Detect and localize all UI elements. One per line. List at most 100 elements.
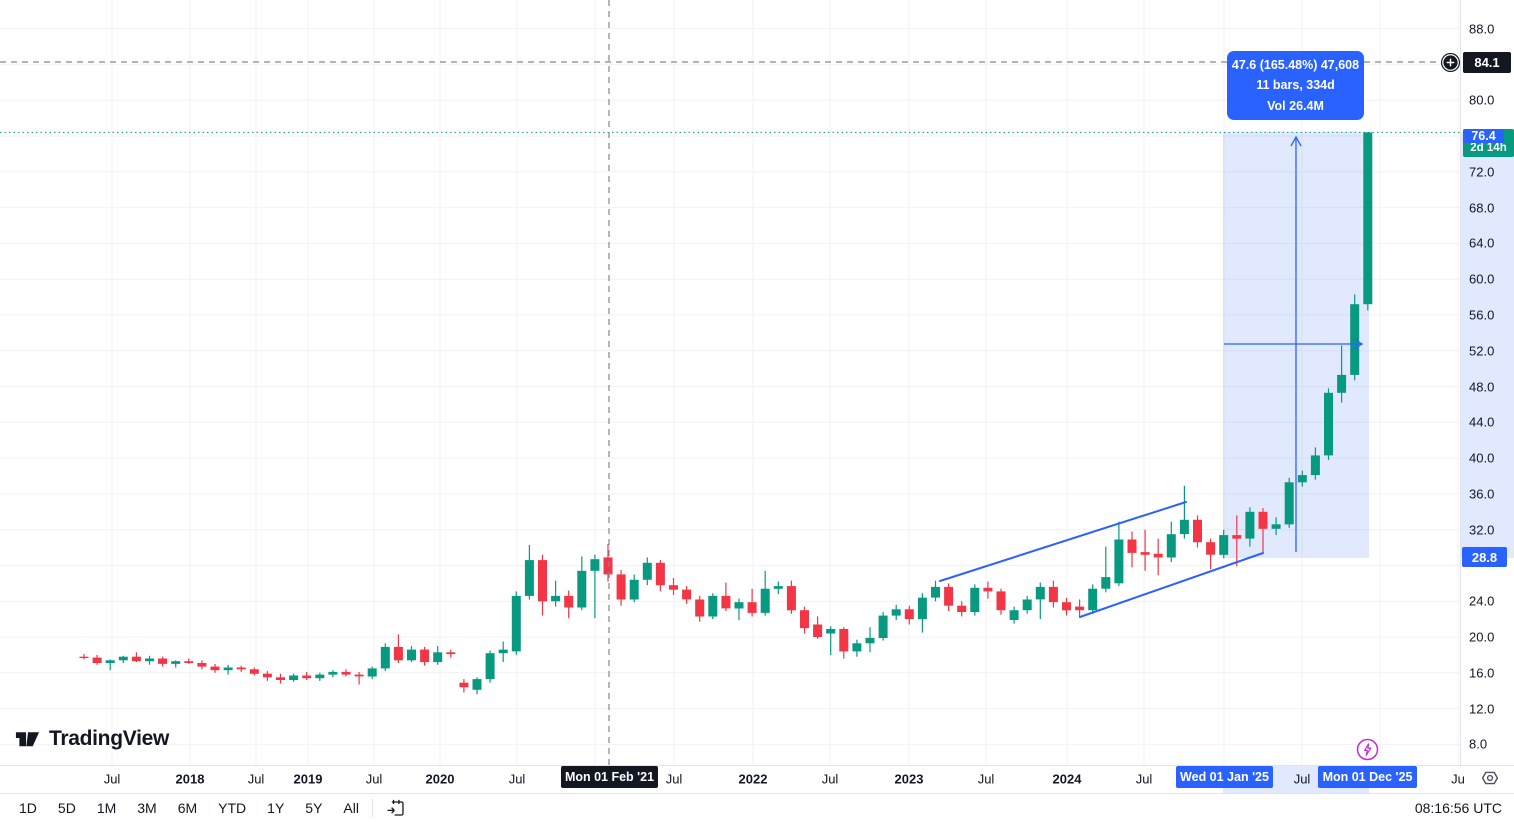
candle-body[interactable] bbox=[380, 646, 390, 669]
candle-body[interactable] bbox=[1232, 535, 1242, 539]
go-to-date-button[interactable] bbox=[385, 797, 407, 819]
candle-body[interactable] bbox=[210, 666, 220, 671]
candle-body[interactable] bbox=[407, 649, 416, 661]
price-axis[interactable] bbox=[1460, 0, 1514, 765]
candle-body[interactable] bbox=[577, 570, 587, 608]
candle-body[interactable] bbox=[118, 656, 128, 661]
trendline-channel-upper[interactable] bbox=[939, 501, 1187, 582]
candle-body[interactable] bbox=[538, 560, 547, 602]
candle-body[interactable] bbox=[249, 669, 259, 674]
candle-body[interactable] bbox=[1088, 588, 1098, 611]
candle-body[interactable] bbox=[839, 629, 849, 652]
candle-body[interactable] bbox=[459, 682, 469, 688]
candle-body[interactable] bbox=[734, 602, 744, 609]
candle-body[interactable] bbox=[996, 591, 1006, 611]
candle-body[interactable] bbox=[813, 624, 823, 638]
candle-body[interactable] bbox=[105, 660, 115, 663]
candle-body[interactable] bbox=[655, 562, 665, 586]
candle-body[interactable] bbox=[1219, 535, 1229, 555]
candle-body[interactable] bbox=[878, 615, 888, 638]
clock-utc[interactable]: 08:16:56 UTC bbox=[1414, 800, 1502, 816]
candle-body[interactable] bbox=[498, 649, 508, 654]
candle-body[interactable] bbox=[904, 609, 914, 620]
candle-body[interactable] bbox=[1114, 539, 1124, 584]
candle-body[interactable] bbox=[485, 653, 495, 680]
candle-body[interactable] bbox=[1153, 553, 1163, 558]
candle-body[interactable] bbox=[1284, 482, 1294, 525]
candle-body[interactable] bbox=[642, 562, 652, 580]
candle-body[interactable] bbox=[145, 658, 154, 662]
candle-body[interactable] bbox=[865, 637, 875, 644]
candle-body[interactable] bbox=[420, 649, 430, 663]
candle-body[interactable] bbox=[983, 587, 993, 592]
candle-body[interactable] bbox=[1127, 539, 1137, 553]
candle-body[interactable] bbox=[1140, 552, 1150, 555]
time-axis-settings-button[interactable] bbox=[1479, 767, 1501, 789]
candle-body[interactable] bbox=[433, 652, 443, 663]
candle-body[interactable] bbox=[1206, 542, 1216, 555]
candle-body[interactable] bbox=[616, 574, 626, 600]
candle-body[interactable] bbox=[1166, 534, 1176, 558]
candle-body[interactable] bbox=[92, 657, 102, 663]
range-button-6m[interactable]: 6M bbox=[171, 798, 204, 818]
candle-body[interactable] bbox=[79, 656, 89, 658]
candle-body[interactable] bbox=[1310, 455, 1320, 476]
candle-body[interactable] bbox=[682, 589, 692, 600]
candle-body[interactable] bbox=[131, 656, 141, 662]
candle-body[interactable] bbox=[446, 652, 456, 655]
flash-actions-button[interactable] bbox=[1356, 738, 1379, 761]
candle-body[interactable] bbox=[236, 667, 246, 670]
candle-body[interactable] bbox=[800, 610, 809, 629]
candle-body[interactable] bbox=[773, 586, 783, 589]
range-button-1d[interactable]: 1D bbox=[12, 798, 44, 818]
candle-body[interactable] bbox=[289, 675, 299, 681]
range-button-5y[interactable]: 5Y bbox=[298, 798, 329, 818]
candle-body[interactable] bbox=[917, 597, 927, 620]
candle-body[interactable] bbox=[1245, 511, 1255, 539]
candle-body[interactable] bbox=[747, 602, 757, 613]
candle-body[interactable] bbox=[1179, 519, 1189, 535]
candle-body[interactable] bbox=[393, 646, 403, 661]
candle-body[interactable] bbox=[695, 599, 705, 617]
candle-body[interactable] bbox=[760, 588, 770, 613]
candle-body[interactable] bbox=[262, 673, 272, 678]
candle-body[interactable] bbox=[223, 667, 233, 671]
candle-body[interactable] bbox=[603, 557, 613, 575]
candle-body[interactable] bbox=[472, 679, 482, 690]
candle-body[interactable] bbox=[197, 663, 207, 667]
candle-body[interactable] bbox=[354, 674, 364, 677]
candle-body[interactable] bbox=[931, 586, 940, 598]
range-button-ytd[interactable]: YTD bbox=[211, 798, 253, 818]
candle-body[interactable] bbox=[1062, 602, 1071, 611]
candle-body[interactable] bbox=[341, 671, 351, 675]
candle-body[interactable] bbox=[590, 559, 600, 571]
candle-body[interactable] bbox=[786, 586, 796, 611]
candle-body[interactable] bbox=[1363, 132, 1373, 305]
range-button-5d[interactable]: 5D bbox=[51, 798, 83, 818]
candle-body[interactable] bbox=[315, 674, 325, 679]
candle-body[interactable] bbox=[1193, 519, 1202, 543]
candle-body[interactable] bbox=[276, 677, 285, 680]
candle-body[interactable] bbox=[171, 661, 181, 664]
candle-body[interactable] bbox=[721, 595, 731, 609]
candle-body[interactable] bbox=[564, 595, 574, 608]
candle-body[interactable] bbox=[891, 609, 901, 616]
range-button-3m[interactable]: 3M bbox=[130, 798, 163, 818]
candle-body[interactable] bbox=[708, 595, 718, 617]
candle-body[interactable] bbox=[1075, 606, 1085, 611]
candle-body[interactable] bbox=[1048, 586, 1058, 603]
candle-body[interactable] bbox=[852, 643, 862, 652]
candle-body[interactable] bbox=[1337, 374, 1347, 393]
range-button-1m[interactable]: 1M bbox=[90, 798, 123, 818]
candle-body[interactable] bbox=[970, 587, 980, 612]
candle-body[interactable] bbox=[524, 560, 534, 596]
tradingview-logo[interactable]: TradingView bbox=[14, 727, 169, 751]
range-button-1y[interactable]: 1Y bbox=[260, 798, 291, 818]
candle-body[interactable] bbox=[957, 605, 967, 612]
candle-body[interactable] bbox=[1271, 524, 1281, 529]
candle-body[interactable] bbox=[184, 661, 194, 663]
candle-body[interactable] bbox=[302, 675, 312, 679]
candle-body[interactable] bbox=[1297, 475, 1307, 483]
candle-body[interactable] bbox=[1258, 511, 1268, 529]
candle-body[interactable] bbox=[1101, 577, 1111, 589]
